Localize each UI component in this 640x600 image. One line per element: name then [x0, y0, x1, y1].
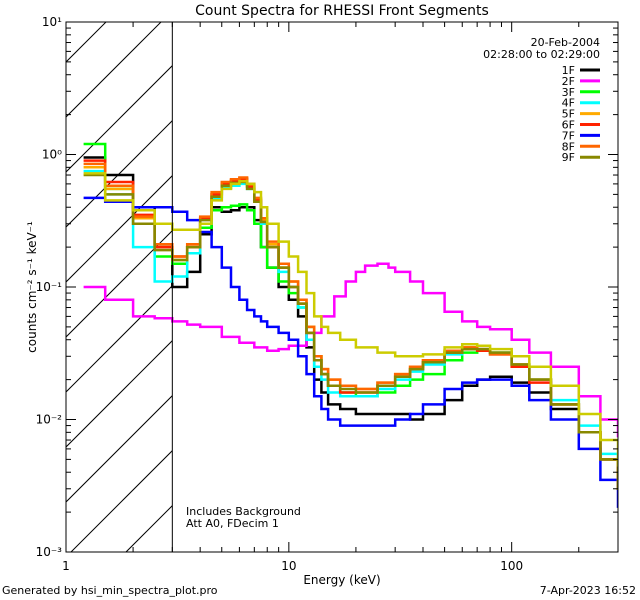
- series-lines: [83, 142, 618, 508]
- footer-timestamp: 7-Apr-2023 16:52: [540, 584, 636, 597]
- series-extra: [83, 172, 618, 467]
- legend-label-8f: 8F: [562, 140, 575, 153]
- hatch-line: [66, 229, 173, 338]
- series-7f: [83, 196, 618, 508]
- y-tick-label: 10⁻¹: [36, 280, 63, 294]
- legend-label-7f: 7F: [562, 129, 575, 142]
- legend-label-5f: 5F: [562, 108, 575, 121]
- hatched-region: [66, 22, 173, 552]
- hatch-line: [66, 174, 173, 283]
- legend-label-2f: 2F: [562, 75, 575, 88]
- legend-label-3f: 3F: [562, 86, 575, 99]
- hatch-line: [66, 394, 173, 503]
- annotation-time: 02:28:00 to 02:29:00: [483, 48, 600, 61]
- x-tick-label: 100: [500, 559, 523, 573]
- axis-ticks: 1 10 100 10⁻³ 10⁻² 10⁻¹ 10⁰ 10¹: [36, 15, 619, 573]
- y-tick-label: 10¹: [42, 15, 62, 29]
- series-2f: [83, 262, 618, 438]
- hatch-lines: [66, 22, 173, 552]
- y-tick-label: 10⁰: [42, 148, 62, 162]
- hatch-line: [70, 449, 173, 552]
- chart-title: Count Spectra for RHESSI Front Segments: [195, 3, 489, 19]
- footer-generator: Generated by hsi_min_spectra_plot.pro: [2, 584, 218, 597]
- hatch-line: [66, 22, 107, 63]
- x-tick-label: 10: [281, 559, 296, 573]
- hatch-line: [66, 22, 162, 118]
- legend-label-6f: 6F: [562, 119, 575, 132]
- legend-label-4f: 4F: [562, 97, 575, 110]
- y-tick-label: 10⁻²: [36, 413, 63, 427]
- y-axis-label: counts cm⁻² s⁻¹ keV⁻¹: [25, 221, 39, 353]
- legend-label-9f: 9F: [562, 151, 575, 164]
- legend-label-1f: 1F: [562, 64, 575, 77]
- annotation-date: 20-Feb-2004: [531, 36, 600, 49]
- y-tick-label: 10⁻³: [36, 545, 63, 559]
- x-axis-label: Energy (keV): [303, 573, 380, 587]
- x-tick-label: 1: [62, 559, 70, 573]
- note-background: Includes Background: [186, 505, 301, 518]
- series-9f: [83, 173, 618, 491]
- note-attenuator: Att A0, FDecim 1: [186, 517, 279, 530]
